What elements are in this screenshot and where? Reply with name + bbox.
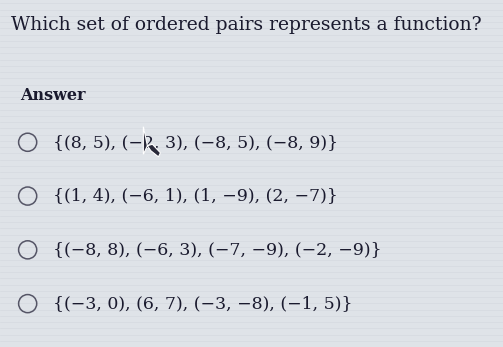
Polygon shape (143, 127, 160, 157)
Text: Answer: Answer (20, 87, 86, 104)
Text: {(−8, 8), (−6, 3), (−7, −9), (−2, −9)}: {(−8, 8), (−6, 3), (−7, −9), (−2, −9)} (53, 242, 382, 258)
Text: {(−3, 0), (6, 7), (−3, −8), (−1, 5)}: {(−3, 0), (6, 7), (−3, −8), (−1, 5)} (53, 295, 353, 312)
Text: {(1, 4), (−6, 1), (1, −9), (2, −7)}: {(1, 4), (−6, 1), (1, −9), (2, −7)} (53, 188, 338, 204)
Text: {(8, 5), (−2, 3), (−8, 5), (−8, 9)}: {(8, 5), (−2, 3), (−8, 5), (−8, 9)} (53, 134, 338, 151)
Text: Which set of ordered pairs represents a function?: Which set of ordered pairs represents a … (11, 16, 482, 34)
